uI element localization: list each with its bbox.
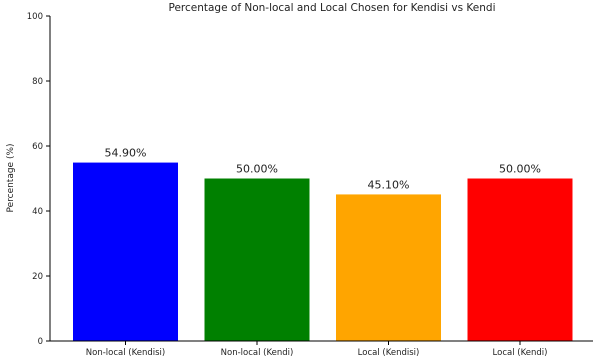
y-axis-ticks: 0 20 40 60 80 100	[27, 12, 50, 347]
bar-data-label: 54.90%	[105, 147, 147, 160]
x-tick-label: Local (Kendisi)	[358, 348, 420, 358]
x-axis-category-labels: Non-local (Kendisi) Non-local (Kendi) Loca…	[86, 341, 548, 358]
y-tick-label: 80	[32, 77, 43, 87]
x-tick-label: Local (Kendi)	[493, 348, 548, 358]
bar	[73, 162, 178, 341]
chart-title: Percentage of Non-local and Local Chosen…	[168, 2, 495, 14]
bar-data-labels: 54.90% 50.00% 45.10% 50.00%	[105, 147, 541, 192]
bars	[73, 162, 573, 341]
y-tick-label: 60	[32, 142, 43, 152]
y-axis-label: Percentage (%)	[6, 143, 16, 212]
bar	[467, 178, 573, 341]
y-tick-label: 40	[32, 207, 43, 217]
axes	[49, 16, 593, 342]
y-tick-label: 100	[27, 12, 43, 22]
y-tick-label: 20	[32, 272, 43, 282]
bar-data-label: 45.10%	[368, 178, 410, 191]
x-tick-label: Non-local (Kendisi)	[86, 348, 165, 358]
x-tick-label: Non-local (Kendi)	[221, 348, 294, 358]
bar	[336, 194, 441, 341]
y-tick-label: 0	[38, 337, 43, 347]
bar-data-label: 50.00%	[236, 163, 278, 176]
bar	[204, 178, 310, 341]
bar-data-label: 50.00%	[499, 163, 541, 176]
